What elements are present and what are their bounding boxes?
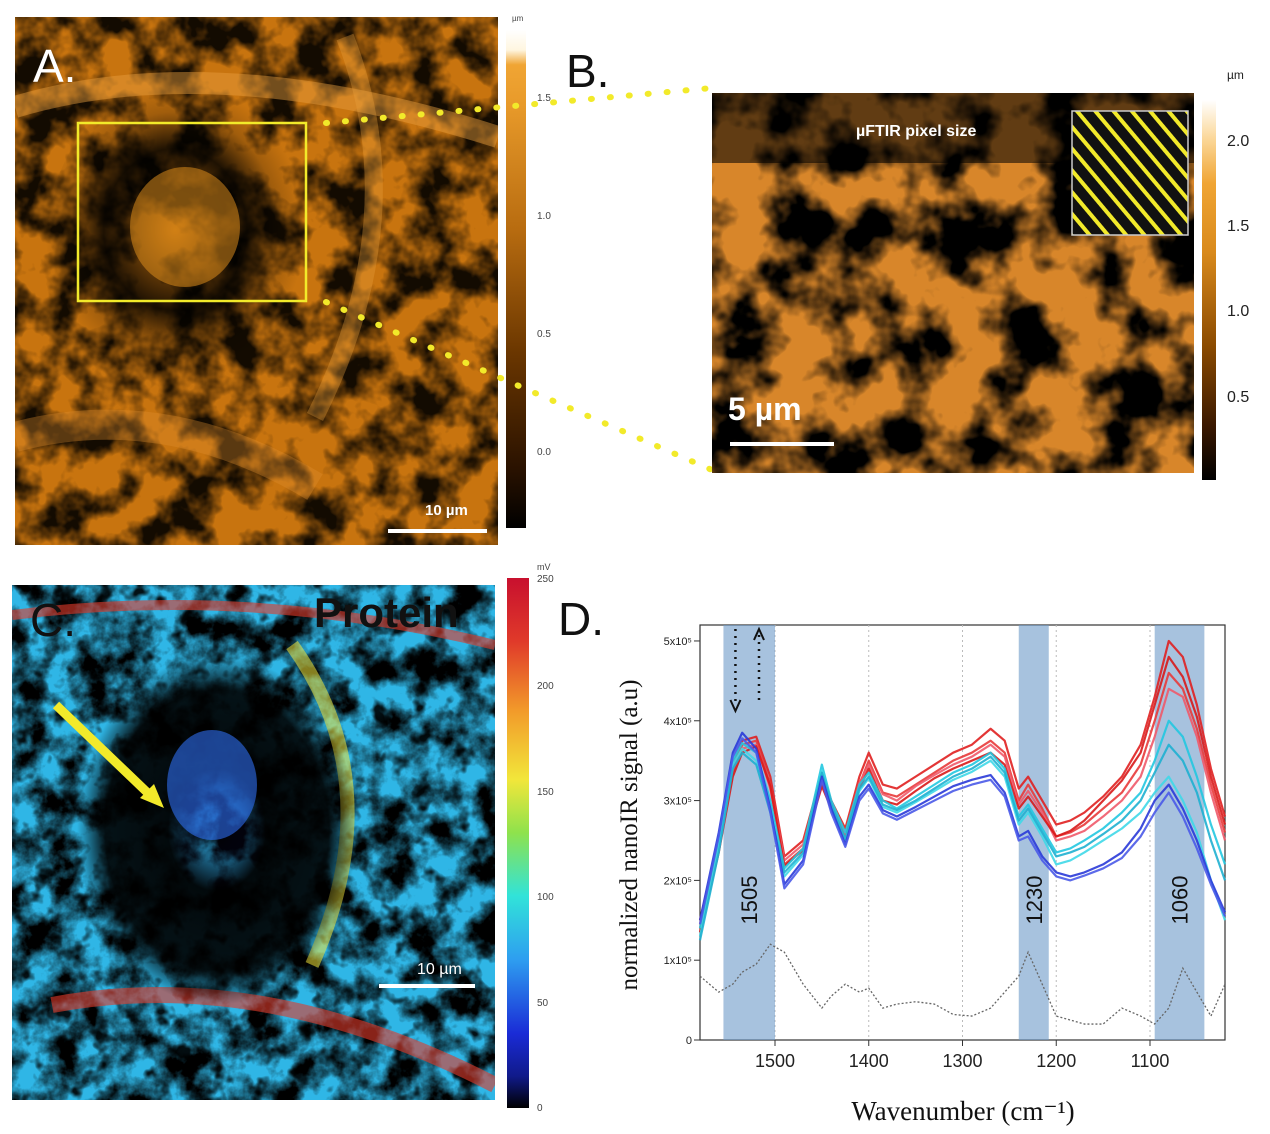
zoom-region-box bbox=[76, 121, 308, 303]
colorbar-tick: 0 bbox=[537, 1103, 543, 1114]
colorbar-tick: 1.0 bbox=[1227, 303, 1250, 320]
colorbar-tick: 1.5 bbox=[1227, 218, 1250, 235]
colorbar-tick: 250 bbox=[537, 574, 554, 585]
y-tick-label: 2x10⁵ bbox=[664, 875, 692, 887]
panel-b-afm-image bbox=[712, 93, 1194, 473]
shift-arrow-head bbox=[729, 699, 742, 714]
panel-c-title: Protein bbox=[314, 589, 459, 636]
y-tick-label: 5x10⁵ bbox=[664, 636, 692, 648]
colorbar-tick: 2.0 bbox=[1227, 133, 1250, 150]
panel-b-colorbar bbox=[1202, 100, 1216, 480]
spectrum-line bbox=[698, 719, 1227, 929]
colorbar-unit: µm bbox=[512, 14, 524, 23]
zoom-connector-lines bbox=[323, 85, 715, 473]
y-tick-label: 4x10⁵ bbox=[664, 716, 692, 728]
panel-letter-c: C. bbox=[30, 594, 76, 646]
spectrum-line bbox=[698, 743, 1227, 941]
colorbar-tick: 200 bbox=[537, 681, 554, 692]
colorbar-tick: 0.5 bbox=[1227, 389, 1250, 406]
colorbar-tick: 150 bbox=[537, 787, 554, 798]
y-tick-label: 0 bbox=[686, 1035, 692, 1047]
colorbar-tick: 100 bbox=[537, 892, 554, 903]
colorbar-unit: µm bbox=[1227, 68, 1244, 82]
panel-a-colorbar bbox=[506, 30, 526, 528]
y-tick-label: 3x10⁵ bbox=[664, 796, 692, 808]
colorbar-unit: mV bbox=[537, 562, 551, 572]
x-tick-label: 1500 bbox=[755, 1051, 795, 1071]
scale-bar-label: 10 µm bbox=[425, 502, 468, 519]
highlight-band bbox=[723, 625, 775, 1040]
pixel-size-hatch bbox=[1071, 110, 1189, 236]
x-axis-label: Wavenumber (cm⁻¹) bbox=[851, 1096, 1074, 1126]
spectrum-line bbox=[698, 737, 1227, 925]
colorbar-tick: 0.5 bbox=[537, 329, 551, 340]
y-axis-label: normalized nanoIR signal (a.u) bbox=[616, 679, 643, 990]
shift-arrow-head bbox=[753, 626, 765, 641]
scale-bar-label: 10 µm bbox=[417, 961, 462, 978]
band-label: 1505 bbox=[737, 876, 762, 925]
y-tick-label: 1x10⁵ bbox=[664, 955, 692, 967]
colorbar-tick: 0.0 bbox=[537, 447, 551, 458]
colorbar-tick: 50 bbox=[537, 998, 549, 1009]
panel-c: C. Protein 10 µm bbox=[12, 585, 495, 1100]
scale-bar-label: 5 µm bbox=[728, 391, 802, 427]
plot-area: 1505 1230 1060 1500 1400 1300 1200 1100 0 1x10⁵ 2x… bbox=[664, 624, 1227, 1071]
arrow-indicator bbox=[52, 701, 156, 801]
nanoir-spectra-chart: 1505 1230 1060 1500 1400 1300 1200 1100 0 1x10⁵ 2x… bbox=[616, 624, 1227, 1126]
x-tick-label: 1300 bbox=[942, 1051, 982, 1071]
x-tick-label: 1100 bbox=[1131, 1051, 1170, 1071]
x-tick-label: 1200 bbox=[1036, 1051, 1076, 1071]
pixel-size-label: µFTIR pixel size bbox=[856, 123, 977, 140]
panel-b: µFTIR pixel size 5 µm bbox=[712, 93, 1194, 473]
band-label: 1230 bbox=[1022, 876, 1047, 925]
arrow-head bbox=[140, 784, 164, 808]
panel-letter-a: A. bbox=[33, 40, 77, 92]
colorbar-tick: 1.0 bbox=[537, 211, 551, 222]
colorbar-tick: 1.5 bbox=[537, 93, 551, 104]
panel-c-protein-map bbox=[12, 585, 495, 1100]
panel-letter-b: B. bbox=[566, 45, 610, 97]
x-tick-label: 1400 bbox=[849, 1051, 889, 1071]
panel-letter-d: D. bbox=[558, 593, 604, 645]
panel-c-colorbar bbox=[507, 578, 529, 1108]
band-label: 1060 bbox=[1168, 876, 1193, 925]
